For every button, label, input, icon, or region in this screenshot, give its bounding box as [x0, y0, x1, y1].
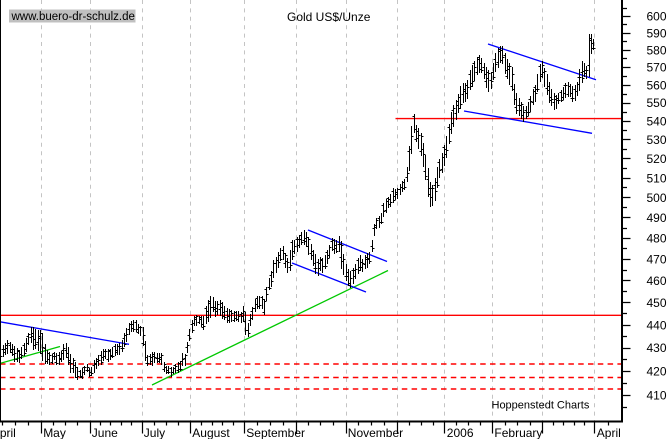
- svg-text:560: 560: [646, 78, 666, 92]
- svg-text:November: November: [348, 426, 403, 439]
- svg-text:450: 450: [646, 296, 666, 310]
- svg-text:May: May: [43, 426, 66, 439]
- svg-text:540: 540: [646, 115, 666, 129]
- svg-text:460: 460: [646, 274, 666, 288]
- svg-text:July: July: [144, 426, 165, 439]
- svg-text:550: 550: [646, 96, 666, 110]
- svg-text:September: September: [246, 426, 305, 439]
- svg-text:www.buero-dr-schulz.de: www.buero-dr-schulz.de: [11, 11, 135, 23]
- svg-text:480: 480: [646, 232, 666, 246]
- svg-text:590: 590: [646, 26, 666, 40]
- svg-text:510: 510: [646, 171, 666, 185]
- svg-text:530: 530: [646, 133, 666, 147]
- svg-text:August: August: [192, 426, 230, 439]
- svg-text:2006: 2006: [447, 426, 474, 439]
- svg-text:500: 500: [646, 191, 666, 205]
- svg-text:580: 580: [646, 43, 666, 57]
- svg-text:490: 490: [646, 211, 666, 225]
- svg-text:Gold US$/Unze: Gold US$/Unze: [287, 10, 371, 24]
- svg-text:June: June: [92, 426, 118, 439]
- svg-text:600: 600: [646, 10, 666, 24]
- svg-text:570: 570: [646, 61, 666, 75]
- svg-text:430: 430: [646, 341, 666, 355]
- svg-text:February: February: [494, 426, 542, 439]
- svg-text:420: 420: [646, 365, 666, 379]
- svg-text:520: 520: [646, 152, 666, 166]
- svg-text:April: April: [0, 426, 16, 439]
- svg-text:410: 410: [646, 389, 666, 403]
- svg-text:April: April: [597, 426, 621, 439]
- svg-text:470: 470: [646, 253, 666, 267]
- svg-text:Hoppenstedt Charts: Hoppenstedt Charts: [492, 400, 590, 412]
- svg-text:440: 440: [646, 318, 666, 332]
